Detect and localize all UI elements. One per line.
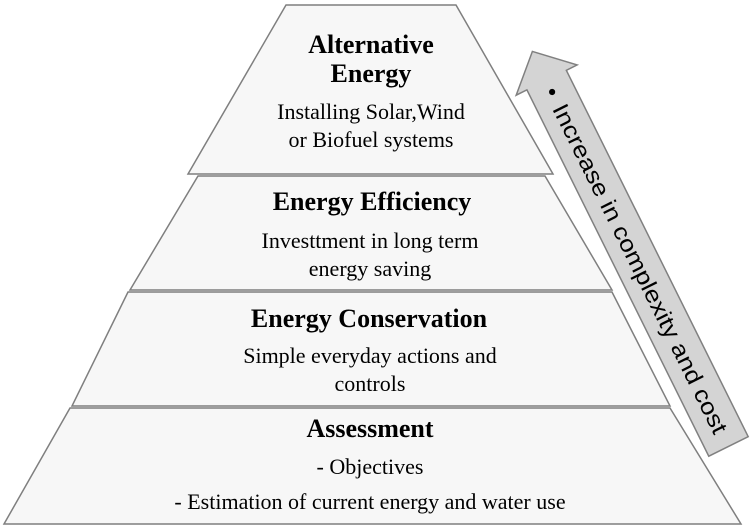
- tier-description-efficiency-line2: energy saving: [309, 256, 431, 281]
- tier-description-assessment-line1: - Objectives: [317, 454, 424, 479]
- tier-title-conservation: Energy Conservation: [251, 304, 488, 333]
- tier-description-alternative-line1: Installing Solar,Wind: [277, 99, 465, 124]
- tier-title-alternative-line1: Alternative: [308, 30, 434, 59]
- tier-shape-assessment: [2, 407, 743, 525]
- tier-shape-alternative-energy: [186, 4, 555, 175]
- tier-energy-conservation: Energy Conservation Simple everyday acti…: [70, 291, 672, 407]
- tier-description-alternative-line2: or Biofuel systems: [289, 127, 454, 152]
- arrow-up-left-shape: [514, 50, 750, 458]
- tier-alternative-energy: Alternative Energy Installing Solar,Wind…: [186, 4, 555, 175]
- tier-description-conservation-line2: controls: [335, 371, 406, 396]
- tier-title-alternative-line2: Energy: [331, 59, 412, 88]
- tier-shape-energy-efficiency: [128, 175, 614, 291]
- tier-title-efficiency: Energy Efficiency: [273, 187, 472, 216]
- tier-description-efficiency-line1: Investtment in long term: [262, 228, 479, 253]
- tier-shape-energy-conservation: [70, 291, 672, 407]
- tier-assessment: Assessment - Objectives - Estimation of …: [2, 407, 743, 525]
- tier-energy-efficiency: Energy Efficiency Investtment in long te…: [128, 175, 614, 291]
- tier-title-assessment: Assessment: [306, 414, 433, 443]
- tier-description-assessment-line2: - Estimation of current energy and water…: [174, 489, 565, 514]
- tier-description-conservation-line1: Simple everyday actions and: [243, 343, 497, 368]
